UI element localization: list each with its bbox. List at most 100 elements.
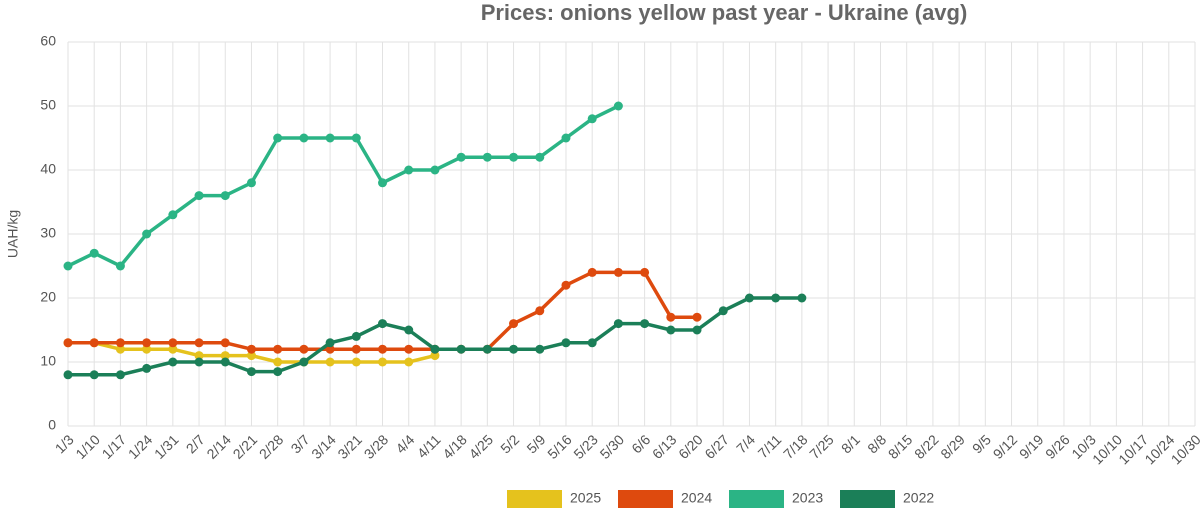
data-point [89,248,99,258]
data-point [587,267,597,277]
y-tick-label: 0 [48,417,56,433]
legend-label: 2023 [792,490,823,506]
x-tick-label: 2/28 [256,431,287,462]
data-point [273,367,283,377]
data-point [115,370,125,380]
x-tick-label: 5/30 [597,431,628,462]
data-point [378,319,388,329]
data-point [220,357,230,367]
data-point [142,344,152,354]
x-tick-label: 9/12 [990,431,1021,462]
data-point [194,191,204,201]
x-tick-label: 8/29 [937,431,968,462]
data-point [561,280,571,290]
data-point [115,338,125,348]
legend-swatch [618,490,673,508]
data-point [430,344,440,354]
legend-label: 2022 [903,490,934,506]
legend-label: 2025 [570,490,601,506]
data-point [220,351,230,361]
data-point [142,363,152,373]
data-point [273,357,283,367]
x-tick-label: 1/31 [151,431,182,462]
data-point [613,319,623,329]
x-tick-label: 7/11 [755,431,785,461]
data-point [168,210,178,220]
data-point [299,344,309,354]
x-tick-label: 5/16 [544,431,575,462]
x-tick-label: 2/14 [203,431,234,462]
x-tick-label: 4/25 [466,431,497,462]
x-tick-label: 2/21 [230,431,261,462]
data-point [744,293,754,303]
data-point [535,306,545,316]
x-tick-label: 1/17 [99,431,130,462]
x-tick-label: 4/4 [392,431,417,456]
data-point [378,357,388,367]
data-point [797,293,807,303]
data-point [299,357,309,367]
data-point [430,351,440,361]
data-point [220,191,230,201]
legend-swatch [729,490,784,508]
y-tick-label: 30 [40,225,56,241]
data-point [142,229,152,239]
data-point [194,338,204,348]
x-tick-label: 7/18 [780,431,811,462]
y-tick-label: 10 [40,353,56,369]
x-tick-label: 3/21 [334,431,365,462]
x-tick-label: 8/1 [838,431,863,456]
x-tick-label: 5/2 [497,431,522,456]
x-tick-label: 7/4 [733,431,758,456]
data-point [430,165,440,175]
data-point [404,325,414,335]
y-tick-label: 60 [40,33,56,49]
data-point [666,325,676,335]
data-point [378,344,388,354]
data-point [246,351,256,361]
data-point [194,357,204,367]
x-tick-label: 1/10 [72,431,103,462]
chart-title: Prices: onions yellow past year - Ukrain… [481,0,968,25]
data-point [613,267,623,277]
y-tick-label: 50 [40,97,56,113]
data-point [220,338,230,348]
data-point [482,152,492,162]
x-tick-label: 5/23 [570,431,601,462]
data-point [509,152,519,162]
x-tick-label: 9/19 [1016,431,1047,462]
data-point [482,344,492,354]
data-point [587,114,597,124]
x-tick-label: 6/13 [649,431,680,462]
data-point [168,357,178,367]
data-point [640,267,650,277]
data-point [404,357,414,367]
data-point [115,344,125,354]
x-tick-label: 9/26 [1042,431,1073,462]
data-point [404,165,414,175]
data-point [535,344,545,354]
data-point [273,133,283,143]
data-point [456,344,466,354]
y-tick-label: 20 [40,289,56,305]
x-tick-label: 8/22 [911,431,942,462]
data-point [168,338,178,348]
data-point [63,261,73,271]
data-point [246,178,256,188]
data-point [509,344,519,354]
data-point [351,133,361,143]
x-tick-label: 7/25 [806,431,837,462]
x-tick-label: 8/15 [885,431,916,462]
data-point [325,338,335,348]
data-point [587,338,597,348]
data-point [63,370,73,380]
x-tick-label: 3/28 [361,431,392,462]
data-point [640,319,650,329]
data-point [509,319,519,329]
data-point [692,325,702,335]
data-point [535,152,545,162]
data-point [771,293,781,303]
data-point [63,338,73,348]
data-point [89,370,99,380]
